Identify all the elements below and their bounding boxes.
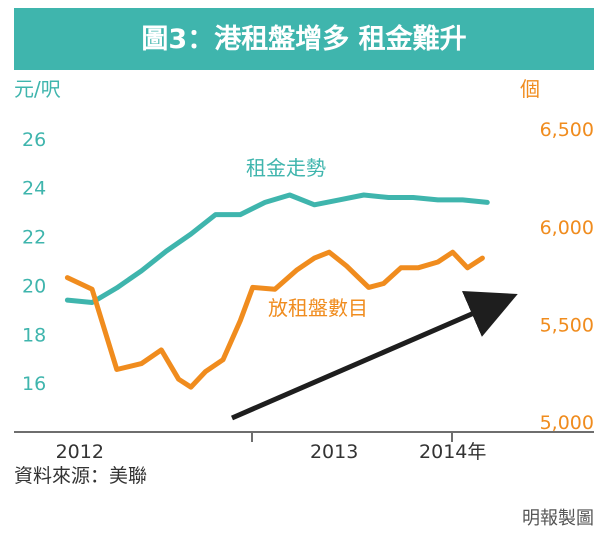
x-axis-labels: 2012 2013 2014年 [56,441,487,463]
chart-title: 圖3：港租盤增多 租金難升 [141,23,466,55]
source-note: 資料來源：美聯 [14,465,147,487]
x-tick-label: 2012 [56,441,104,463]
trend-arrow [231,290,518,421]
left-axis-unit-label: 元/呎 [14,77,61,101]
right-tick-label: 5,000 [540,412,594,434]
left-axis-ticks: 16 18 20 22 24 26 [22,129,46,395]
right-axis-ticks: 5,000 5,500 6,000 6,500 [540,119,594,434]
x-tick-label: 2014年 [419,441,486,463]
left-tick-label: 26 [22,129,46,151]
right-tick-label: 5,500 [540,315,594,337]
rent-series-line [64,192,490,305]
left-tick-label: 24 [22,178,46,200]
credit-note: 明報製圖 [522,508,594,529]
left-tick-label: 20 [22,275,46,297]
left-tick-label: 16 [22,373,46,395]
rent-series-label: 租金走勢 [246,156,326,180]
left-tick-label: 18 [22,324,46,346]
left-tick-label: 22 [22,227,46,249]
listings-series-label: 放租盤數目 [268,296,368,320]
series-layer [64,192,490,390]
right-axis-unit-label: 個 [520,77,540,101]
header-banner [14,8,594,70]
x-tick-label: 2013 [310,441,358,463]
right-tick-label: 6,500 [540,119,594,141]
listings-series-line [64,249,485,390]
right-tick-label: 6,000 [540,217,594,239]
